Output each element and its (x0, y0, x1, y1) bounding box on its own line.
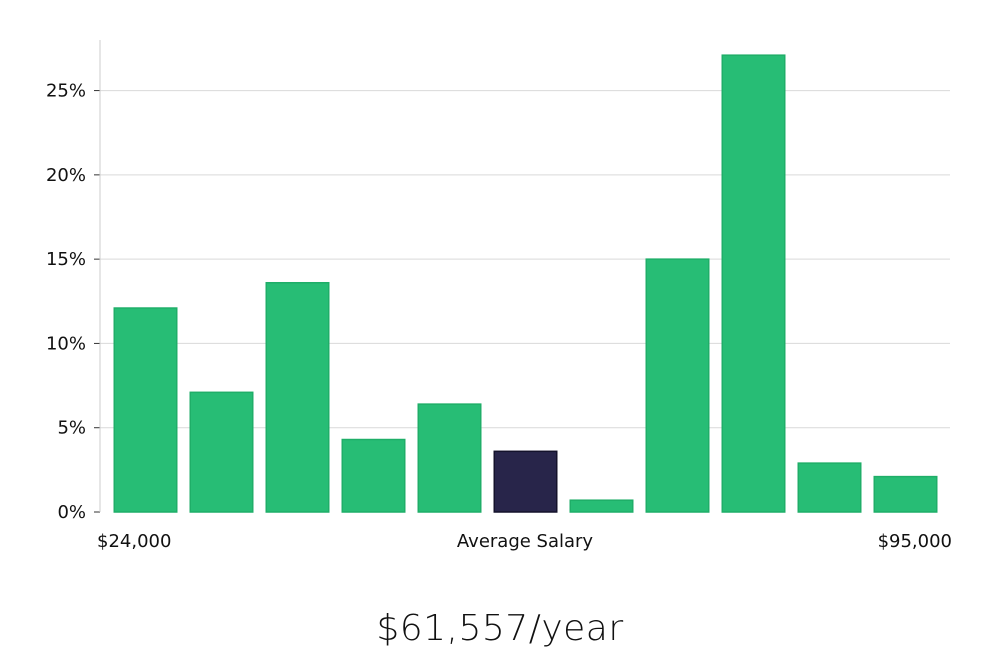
y-tick-label: 15% (46, 249, 86, 270)
salary-distribution-chart: 0%5%10%15%20%25% $24,000 Average Salary … (46, 40, 952, 552)
bar (113, 307, 178, 513)
bar (569, 499, 634, 513)
y-tick-label: 10% (46, 333, 86, 354)
bar (417, 403, 482, 513)
bar-highlighted (493, 450, 558, 513)
y-tick-label: 5% (57, 418, 86, 439)
bar (645, 258, 710, 513)
bar (341, 438, 406, 513)
x-label-min: $24,000 (97, 531, 171, 552)
grid-lines (100, 90, 950, 429)
y-tick-label: 20% (46, 165, 86, 186)
x-label-average: Average Salary (457, 531, 594, 552)
bar (189, 391, 254, 513)
y-axis-ticks: 0% 5% 10% 15% 20% 25% (46, 81, 100, 523)
bar (797, 462, 862, 513)
bar (265, 281, 330, 513)
y-tick-label: 0% (57, 502, 86, 523)
bar (721, 54, 786, 513)
average-salary-value: $61,557/year (376, 608, 624, 649)
bar (873, 475, 938, 513)
bars (113, 54, 938, 513)
x-label-max: $95,000 (878, 531, 952, 552)
y-tick-label: 25% (46, 81, 86, 102)
